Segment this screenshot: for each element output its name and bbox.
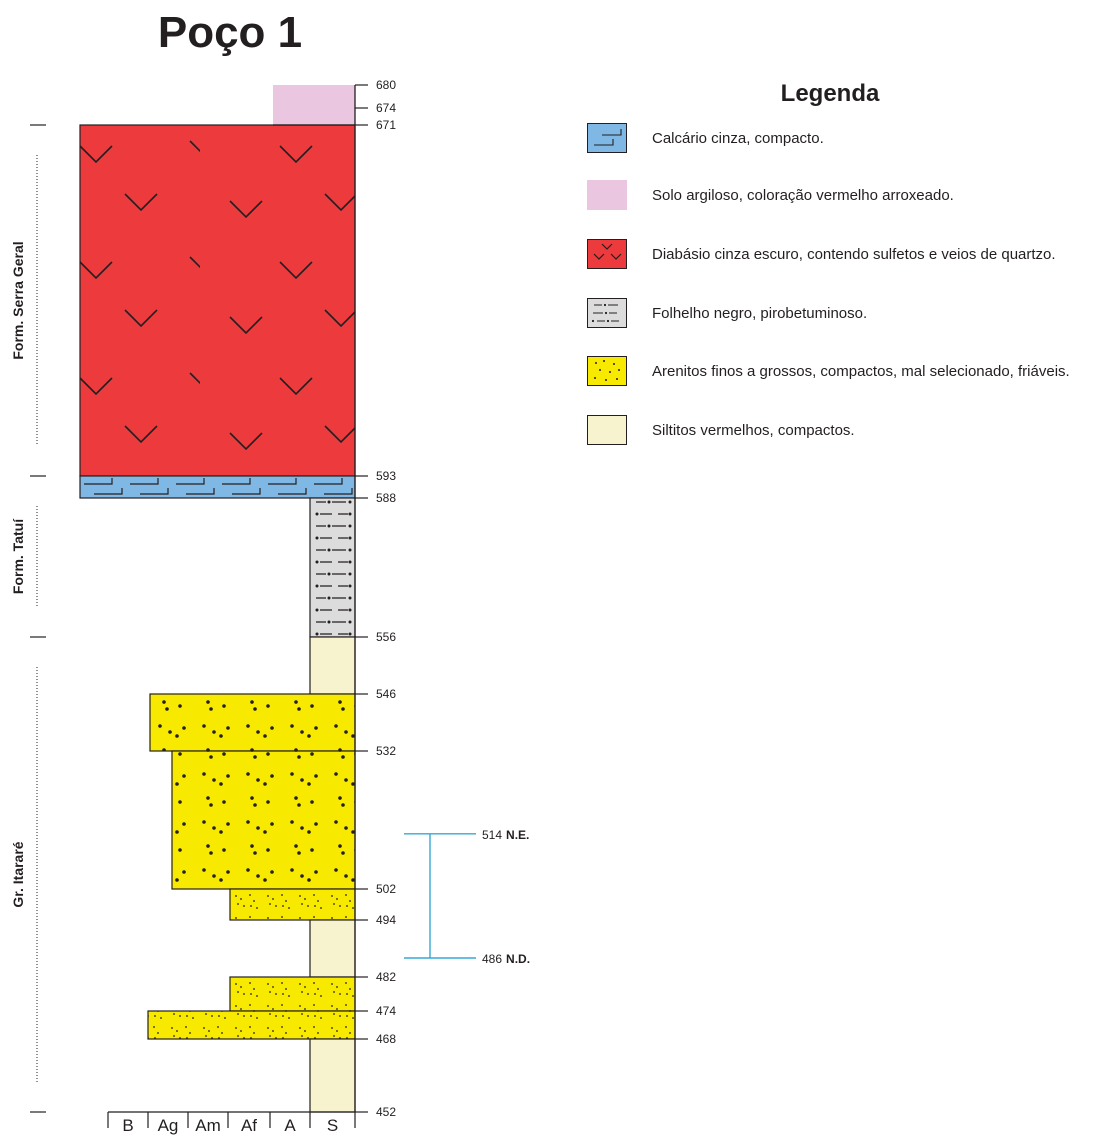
depth-label: 556	[376, 630, 396, 644]
depth-label: 593	[376, 469, 396, 483]
column-label-a: A	[284, 1116, 296, 1135]
layer-siltstone	[309, 1038, 356, 1113]
depth-label: 474	[376, 1004, 396, 1018]
grain-size-columns: B Ag Am Af A S	[107, 1111, 356, 1135]
depth-label: 674	[376, 101, 396, 115]
layer-siltstone	[309, 636, 356, 695]
shale-swatch	[587, 298, 627, 328]
lithology-layers	[79, 85, 356, 1113]
well-title: Poço 1	[157, 8, 303, 57]
layer-sandstone	[229, 888, 356, 921]
layer-sandstone	[147, 1010, 356, 1040]
legend-title: Legenda	[780, 80, 880, 107]
legend-label: Solo argiloso, coloração vermelho arroxe…	[652, 186, 954, 204]
depth-label: 502	[376, 882, 396, 896]
legend-label: Diabásio cinza escuro, contendo sulfetos…	[652, 245, 1056, 263]
layer-sandstone	[229, 976, 356, 1012]
sandstone-swatch	[587, 356, 627, 386]
legend-label: Calcário cinza, compacto.	[652, 129, 824, 147]
water-level-value: 514	[482, 828, 502, 842]
legend-item-soil: Solo argiloso, coloração vermelho arroxe…	[587, 179, 954, 211]
layer-siltstone	[309, 919, 356, 978]
water-level-value: 486	[482, 952, 502, 966]
layer-limestone	[79, 475, 356, 499]
column-label-am: Am	[195, 1116, 221, 1135]
layer-soil	[273, 85, 355, 125]
layer-diabase	[79, 124, 356, 477]
column-label-ag: Ag	[158, 1116, 179, 1135]
column-label-af: Af	[241, 1116, 257, 1135]
depth-label: 532	[376, 744, 396, 758]
diabase-swatch	[587, 239, 627, 269]
depth-label: 671	[376, 118, 396, 132]
limestone-swatch	[587, 123, 627, 153]
formation-label: Form. Serra Geral	[10, 241, 26, 359]
depth-axis: 680 674 671 593 588 556 546 532 502 494 482 474 468 4…	[354, 78, 396, 1119]
depth-label: 494	[376, 913, 396, 927]
depth-label: 482	[376, 970, 396, 984]
formation-brackets: Form. Serra Geral Form. Tatuí Gr. Itararé	[10, 124, 46, 1113]
legend-item-siltstone: Siltitos vermelhos, compactos.	[587, 414, 855, 446]
legend-item-sandstone: Arenitos finos a grossos, compactos, mal…	[587, 355, 1070, 387]
column-label-b: B	[122, 1116, 133, 1135]
depth-label: 588	[376, 491, 396, 505]
legend-label: Siltitos vermelhos, compactos.	[652, 421, 855, 439]
layer-shale	[309, 497, 356, 638]
water-level-label: 486 N.D.	[482, 952, 530, 966]
legend-label: Arenitos finos a grossos, compactos, mal…	[652, 362, 1070, 380]
soil-swatch	[587, 180, 627, 210]
formation-label: Gr. Itararé	[10, 841, 26, 907]
depth-label: 680	[376, 78, 396, 92]
depth-label: 546	[376, 687, 396, 701]
depth-label: 468	[376, 1032, 396, 1046]
formation-label: Form. Tatuí	[10, 518, 26, 594]
column-label-s: S	[327, 1116, 338, 1135]
water-level-bracket: 514 N.E. 486 N.D.	[404, 828, 530, 966]
legend-item-limestone: Calcário cinza, compacto.	[587, 122, 824, 154]
legend-item-diabase: Diabásio cinza escuro, contendo sulfetos…	[587, 238, 1056, 270]
layer-sandstone	[171, 750, 356, 890]
layer-sandstone	[149, 693, 356, 752]
water-level-code: N.E.	[506, 828, 529, 842]
water-level-code: N.D.	[506, 952, 530, 966]
depth-label: 452	[376, 1105, 396, 1119]
siltstone-swatch	[587, 415, 627, 445]
legend-label: Folhelho negro, pirobetuminoso.	[652, 304, 868, 322]
water-level-label: 514 N.E.	[482, 828, 529, 842]
legend-item-shale: Folhelho negro, pirobetuminoso.	[587, 297, 867, 329]
